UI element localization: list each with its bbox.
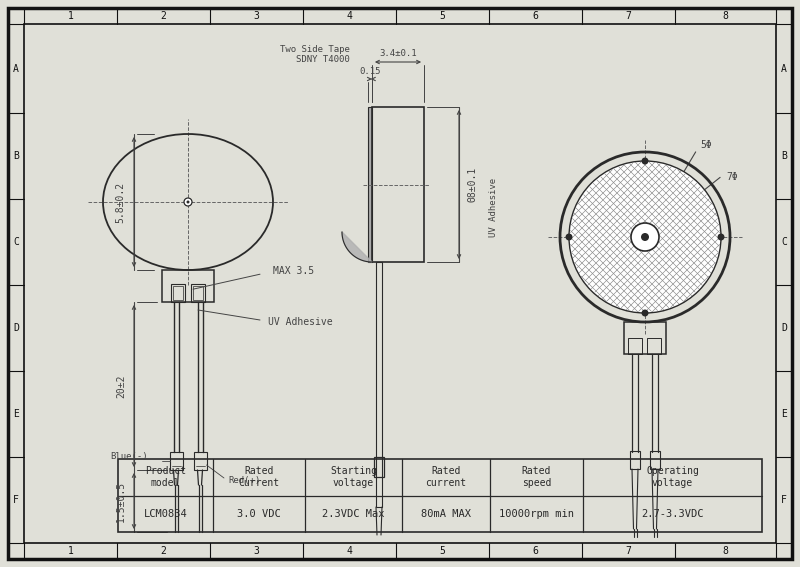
Bar (194, 452, 206, 470)
Text: 6: 6 (533, 11, 538, 21)
Text: Blue(-): Blue(-) (110, 451, 148, 460)
Text: 2: 2 (161, 11, 166, 21)
Text: Red(+): Red(+) (228, 476, 260, 484)
Text: 1: 1 (67, 11, 74, 21)
Text: 4: 4 (346, 546, 353, 556)
Text: 7: 7 (626, 546, 631, 556)
Text: D: D (781, 323, 787, 333)
Text: Rated
Current: Rated Current (238, 467, 279, 488)
Text: 2: 2 (161, 546, 166, 556)
Circle shape (566, 234, 573, 240)
Text: MAX 3.5: MAX 3.5 (273, 266, 314, 276)
Text: 5Φ: 5Φ (701, 140, 713, 150)
Text: 20±2: 20±2 (116, 374, 126, 397)
Bar (630, 451, 640, 469)
Text: Operating
voltage: Operating voltage (646, 467, 699, 488)
Bar (162, 270, 214, 302)
Text: 1: 1 (67, 546, 74, 556)
Text: E: E (13, 409, 19, 419)
Circle shape (186, 201, 190, 204)
Text: 0.15: 0.15 (359, 66, 381, 75)
Text: Θ8±0.1: Θ8±0.1 (468, 167, 478, 202)
Text: 1.5±0.5: 1.5±0.5 (116, 480, 126, 522)
Circle shape (641, 233, 649, 241)
Polygon shape (342, 232, 372, 262)
Text: F: F (781, 495, 787, 505)
Text: 7: 7 (626, 11, 631, 21)
Bar (193, 286, 203, 300)
Circle shape (718, 234, 725, 240)
Bar (650, 451, 660, 469)
Bar (118, 459, 762, 532)
Text: Two Side Tape
SDNY T4000: Two Side Tape SDNY T4000 (280, 45, 350, 65)
Text: C: C (781, 237, 787, 247)
Bar (624, 322, 666, 354)
Text: 6: 6 (533, 546, 538, 556)
Bar (376, 262, 382, 507)
Text: C: C (13, 237, 19, 247)
Text: B: B (13, 151, 19, 161)
Text: F: F (13, 495, 19, 505)
Text: A: A (13, 64, 19, 74)
Circle shape (569, 161, 721, 313)
Bar (191, 285, 205, 302)
Circle shape (642, 310, 649, 316)
Text: 4: 4 (346, 11, 353, 21)
Text: 5: 5 (439, 11, 446, 21)
Text: 5.8±0.2: 5.8±0.2 (115, 181, 125, 223)
Bar (368, 107, 372, 262)
Text: D: D (13, 323, 19, 333)
Circle shape (642, 158, 649, 164)
Text: 2.7-3.3VDC: 2.7-3.3VDC (642, 509, 704, 519)
Circle shape (631, 223, 659, 251)
Text: UV Adhesive: UV Adhesive (268, 317, 333, 327)
Bar (628, 338, 642, 354)
Text: 2.3VDC Max: 2.3VDC Max (322, 509, 385, 519)
Text: 3: 3 (254, 546, 259, 556)
Text: 3.0 VDC: 3.0 VDC (237, 509, 281, 519)
Text: 3.4±0.1: 3.4±0.1 (379, 49, 417, 58)
Text: B: B (781, 151, 787, 161)
Text: Rated
speed: Rated speed (522, 467, 551, 488)
Circle shape (184, 198, 192, 206)
Bar (173, 286, 183, 300)
Bar (374, 457, 384, 477)
Bar (171, 285, 185, 302)
Text: 8: 8 (722, 11, 729, 21)
Text: 80mA MAX: 80mA MAX (421, 509, 471, 519)
Bar (647, 338, 661, 354)
Bar (170, 452, 182, 470)
Text: 10000rpm min: 10000rpm min (499, 509, 574, 519)
Text: E: E (781, 409, 787, 419)
Text: 3: 3 (254, 11, 259, 21)
Text: A: A (781, 64, 787, 74)
Text: LCM0834: LCM0834 (144, 509, 187, 519)
Text: UV Adhesive: UV Adhesive (490, 178, 498, 238)
Text: Starting
voltage: Starting voltage (330, 467, 377, 488)
Text: 7Φ: 7Φ (726, 172, 738, 183)
Bar (372, 107, 424, 262)
Text: Product
model: Product model (145, 467, 186, 488)
Text: Rated
current: Rated current (426, 467, 466, 488)
Text: 8: 8 (722, 546, 729, 556)
Text: 5: 5 (439, 546, 446, 556)
